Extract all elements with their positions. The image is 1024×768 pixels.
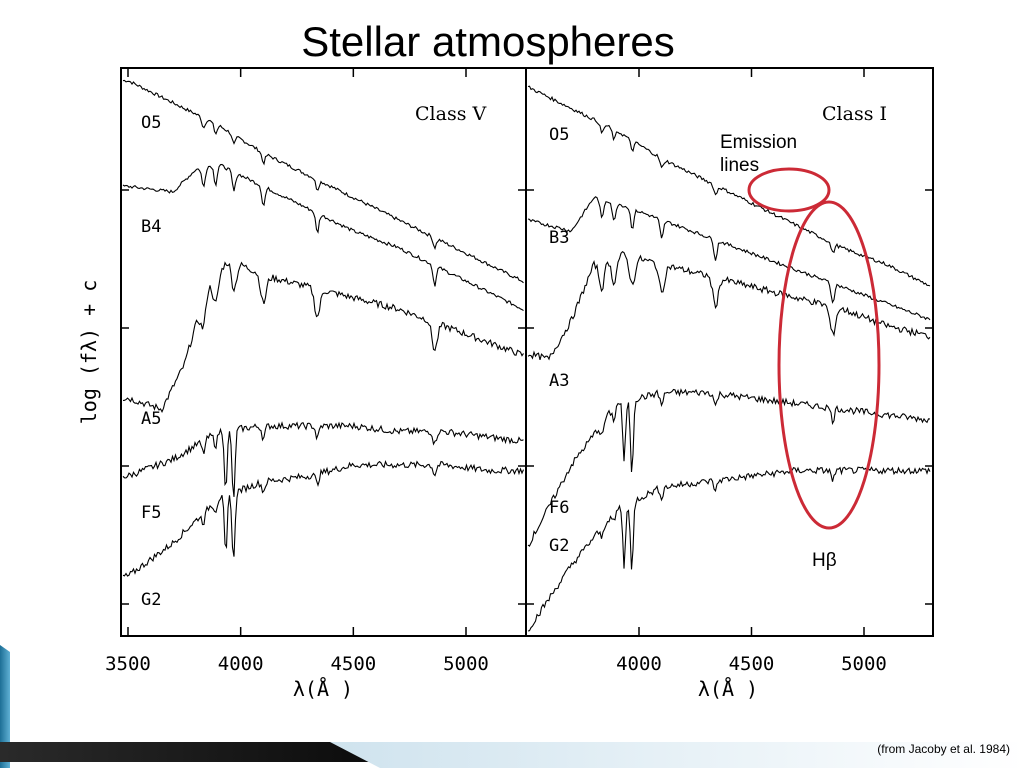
panel-frame-class-v [120,67,527,637]
spectrum-line [527,251,931,361]
side-accent-bar [0,645,10,768]
spectrum-line [527,196,931,321]
h-beta-label: Hβ [812,550,837,571]
citation-text: (from Jacoby et al. 1984) [877,742,1010,756]
slide-title: Stellar atmospheres [301,18,675,65]
spectrum-line [122,459,525,577]
panel-frame-class-i [525,67,934,637]
x-tick-label: 4000 [616,653,662,675]
panel-title-class-v: Class V [415,103,486,125]
x-tick-label: 5000 [841,653,887,675]
x-tick-label: 4500 [729,653,775,675]
spectral-type-label: B3 [549,228,569,248]
spectral-type-label: G2 [141,590,161,610]
x-tick-label: 3500 [105,653,151,675]
spectrum-line [527,85,931,287]
bottom-bar-dark [0,742,400,762]
x-tick-label: 4500 [330,653,376,675]
spectrum-line [122,79,524,284]
x-axis-label-class-i: λ(Å ) [698,677,758,701]
emission-lines-ellipse [747,167,831,213]
spectrum-line [122,261,524,413]
panel-title-class-i: Class I [822,103,887,125]
y-axis-label: log (fλ) + c [77,280,101,425]
spectral-type-label: B4 [141,217,161,237]
spectral-type-label: G2 [549,536,569,556]
h-beta-ellipse [777,200,881,530]
emission-lines-label: Emission lines [720,132,797,176]
spectrum-line [122,421,524,497]
spectral-type-label: F5 [141,503,161,523]
spectral-type-label: A5 [141,409,161,429]
bottom-bar-light [330,742,1024,768]
spectrum-line [527,388,931,547]
x-tick-label: 5000 [443,653,489,675]
spectrum-line [527,466,931,632]
spectrum-line [122,163,524,312]
chart-marks: 3500 4000 4500 5000 O5 B4 A5 F5 G2 4000 4500 5000 O5… [105,68,933,675]
spectral-type-label: A3 [549,371,569,391]
x-axis-label-class-v: λ(Å ) [293,677,353,701]
x-tick-label: 4000 [218,653,264,675]
spectral-type-label: O5 [549,125,569,145]
spectral-type-label: O5 [141,113,161,133]
spectral-type-label: F6 [549,498,569,518]
